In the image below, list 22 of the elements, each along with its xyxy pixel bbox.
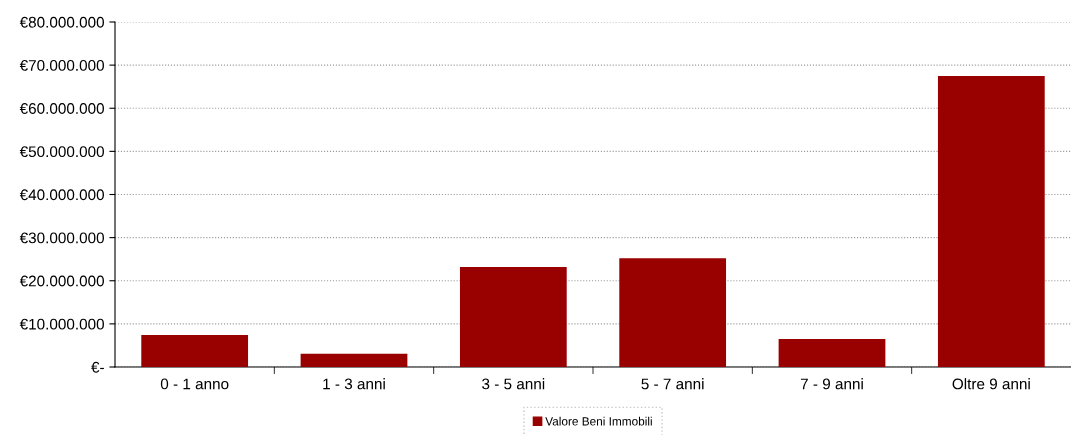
y-tick-label: €20.000.000 <box>19 275 104 287</box>
bar <box>459 266 567 367</box>
bar <box>619 258 727 367</box>
y-tick-label: €40.000.000 <box>19 189 104 201</box>
legend-label: Valore Beni Immobili <box>545 416 652 426</box>
y-tick-label: €30.000.000 <box>19 232 104 244</box>
y-tick-label: €80.000.000 <box>19 16 104 28</box>
y-tick-label: €10.000.000 <box>19 318 104 330</box>
x-tick-label: 5 - 7 anni <box>641 378 704 390</box>
x-tick-label: Oltre 9 anni <box>952 378 1030 390</box>
x-tick-label: 7 - 9 anni <box>800 378 863 390</box>
y-tick-label: €70.000.000 <box>19 59 104 71</box>
y-tick-label: €60.000.000 <box>19 103 104 114</box>
bar <box>937 75 1045 367</box>
x-tick-label: 0 - 1 anno <box>160 378 229 390</box>
x-tick-label: 1 - 3 anni <box>323 378 385 390</box>
x-tick-label: 3 - 5 anni <box>482 378 545 390</box>
bar <box>141 335 249 367</box>
bar <box>778 338 886 367</box>
y-tick-label: €50.000.000 <box>19 146 104 158</box>
bar <box>300 353 408 367</box>
y-tick-label: €- <box>91 361 104 373</box>
